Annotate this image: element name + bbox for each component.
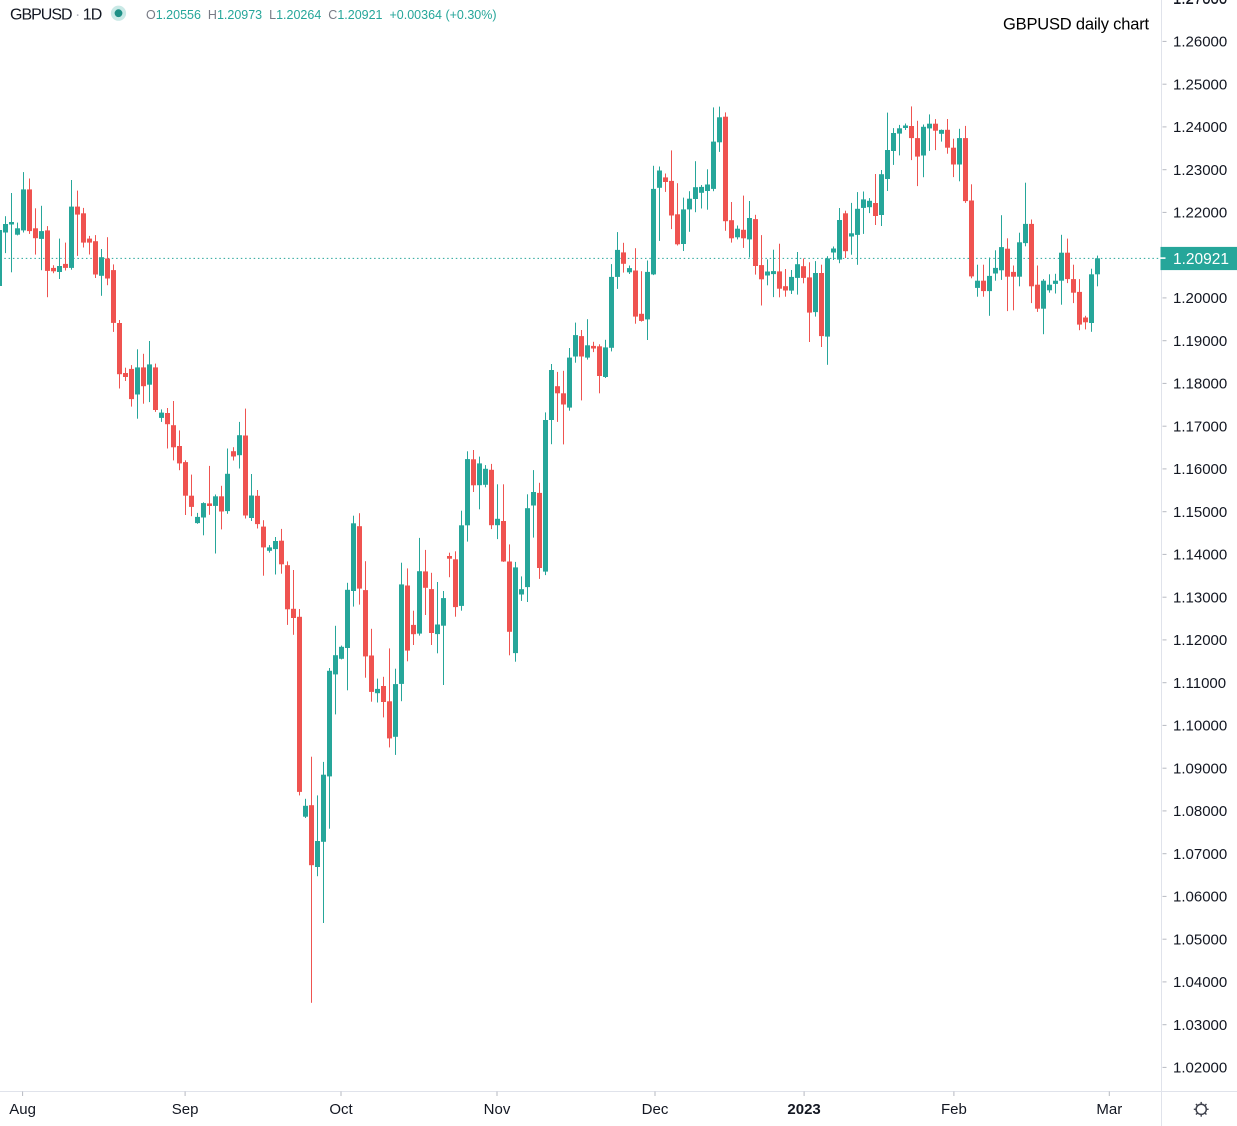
svg-text:1.02000: 1.02000	[1173, 1060, 1227, 1077]
svg-text:1.18000: 1.18000	[1173, 376, 1227, 393]
svg-text:1.17000: 1.17000	[1173, 418, 1227, 435]
svg-text:2023: 2023	[787, 1101, 820, 1118]
svg-text:1.16000: 1.16000	[1173, 461, 1227, 478]
svg-text:1.25000: 1.25000	[1173, 76, 1227, 93]
svg-text:1.12000: 1.12000	[1173, 632, 1227, 649]
svg-text:1.20000: 1.20000	[1173, 290, 1227, 307]
svg-text:1.09000: 1.09000	[1173, 760, 1227, 777]
svg-text:1.10000: 1.10000	[1173, 718, 1227, 735]
svg-text:1.05000: 1.05000	[1173, 931, 1227, 948]
svg-text:Dec: Dec	[642, 1101, 669, 1118]
svg-text:Mar: Mar	[1096, 1101, 1122, 1118]
svg-text:Sep: Sep	[172, 1101, 199, 1118]
svg-text:GBPUSD · 1D: GBPUSD · 1D	[10, 7, 102, 24]
svg-text:1.22000: 1.22000	[1173, 205, 1227, 222]
svg-text:1.26000: 1.26000	[1173, 34, 1227, 51]
svg-text:1.14000: 1.14000	[1173, 547, 1227, 564]
svg-text:Oct: Oct	[329, 1101, 353, 1118]
svg-text:1.13000: 1.13000	[1173, 589, 1227, 606]
svg-text:1.20921: 1.20921	[1173, 251, 1229, 268]
svg-text:1.06000: 1.06000	[1173, 889, 1227, 906]
svg-text:1.08000: 1.08000	[1173, 803, 1227, 820]
svg-text:1.24000: 1.24000	[1173, 119, 1227, 136]
svg-text:1.23000: 1.23000	[1173, 162, 1227, 179]
svg-text:Aug: Aug	[9, 1101, 36, 1118]
svg-text:Nov: Nov	[484, 1101, 511, 1118]
svg-text:1.27000: 1.27000	[1173, 0, 1227, 8]
svg-text:1.19000: 1.19000	[1173, 333, 1227, 350]
svg-text:GBPUSD daily chart: GBPUSD daily chart	[1003, 16, 1149, 34]
svg-text:1.03000: 1.03000	[1173, 1017, 1227, 1034]
svg-text:1.04000: 1.04000	[1173, 974, 1227, 991]
svg-text:1.07000: 1.07000	[1173, 846, 1227, 863]
svg-text:1.11000: 1.11000	[1173, 675, 1226, 692]
svg-text:1.27000: 1.27000	[1173, 0, 1227, 8]
svg-text:Feb: Feb	[941, 1101, 967, 1118]
svg-text:1.15000: 1.15000	[1173, 504, 1227, 521]
